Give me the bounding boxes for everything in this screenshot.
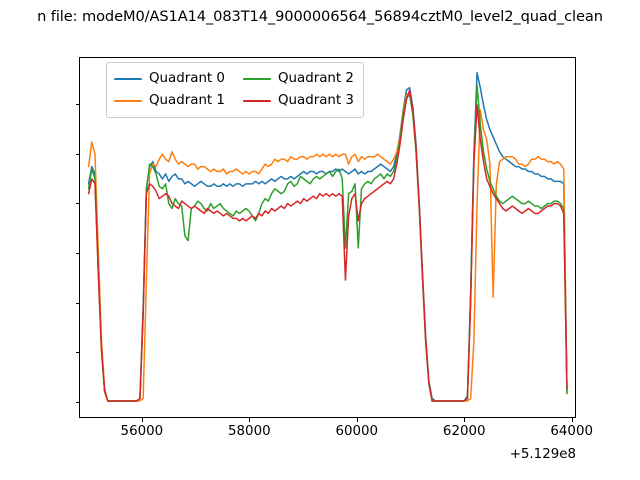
legend-color-swatch [242, 77, 271, 81]
series-line-quadrant-3 [89, 90, 567, 401]
legend-entry[interactable]: Quadrant 2 [242, 69, 354, 89]
xtick-label: 60000 [335, 424, 379, 439]
figure-title: n file: modeM0/AS1A14_083T14_9000006564_… [37, 8, 603, 25]
line-plot-svg [80, 58, 575, 417]
xtick-label: 56000 [120, 424, 164, 439]
xtick-label: 64000 [550, 424, 593, 439]
legend-entry[interactable]: Quadrant 1 [114, 91, 225, 111]
xtick-mark [141, 418, 143, 422]
ytick-mark [75, 253, 79, 254]
legend-color-swatch [114, 99, 142, 103]
x-axis-offset-label: +5.129e8 [509, 447, 576, 462]
xtick-mark [464, 418, 466, 422]
legend-entry[interactable]: Quadrant 0 [114, 69, 225, 89]
series-line-quadrant-2 [89, 85, 567, 401]
xtick-label: 58000 [228, 424, 271, 439]
ytick-mark [75, 302, 79, 304]
xtick-label: 62000 [442, 424, 486, 439]
ytick-mark [75, 153, 79, 155]
legend-label: Quadrant 3 [277, 93, 354, 108]
series-line-quadrant-1 [89, 93, 567, 401]
xtick-mark [356, 418, 358, 422]
ytick-mark [75, 401, 79, 403]
legend-color-swatch [242, 99, 271, 103]
legend-entry[interactable]: Quadrant 3 [242, 91, 354, 111]
legend-label: Quadrant 1 [149, 93, 225, 108]
legend-label: Quadrant 0 [149, 71, 225, 86]
xtick-mark [249, 418, 251, 422]
ytick-mark [75, 203, 79, 205]
legend-color-swatch [114, 77, 142, 81]
ytick-mark [75, 352, 79, 354]
xtick-mark [571, 418, 573, 422]
legend-label: Quadrant 2 [277, 71, 354, 86]
ytick-mark [75, 104, 79, 106]
legend-box: Quadrant 0 Quadrant 2 Quadrant 1 Quadrant 3 [106, 62, 364, 118]
